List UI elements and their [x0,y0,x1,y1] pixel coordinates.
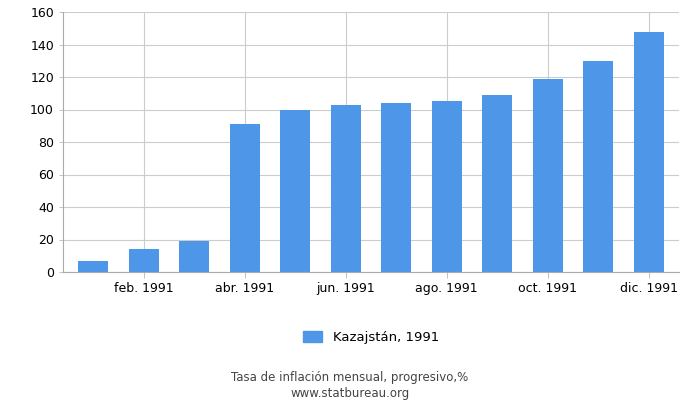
Bar [330,105,361,272]
Bar [634,32,664,272]
Text: Tasa de inflación mensual, progresivo,%: Tasa de inflación mensual, progresivo,% [232,372,468,384]
Bar [533,79,563,272]
Bar [179,241,209,272]
Bar [482,95,512,272]
Bar [78,261,108,272]
Bar [432,101,462,272]
Bar [381,103,412,272]
Bar [129,249,159,272]
Text: www.statbureau.org: www.statbureau.org [290,388,410,400]
Bar [583,61,613,272]
Bar [230,124,260,272]
Bar [280,110,310,272]
Legend: Kazajstán, 1991: Kazajstán, 1991 [298,325,444,349]
